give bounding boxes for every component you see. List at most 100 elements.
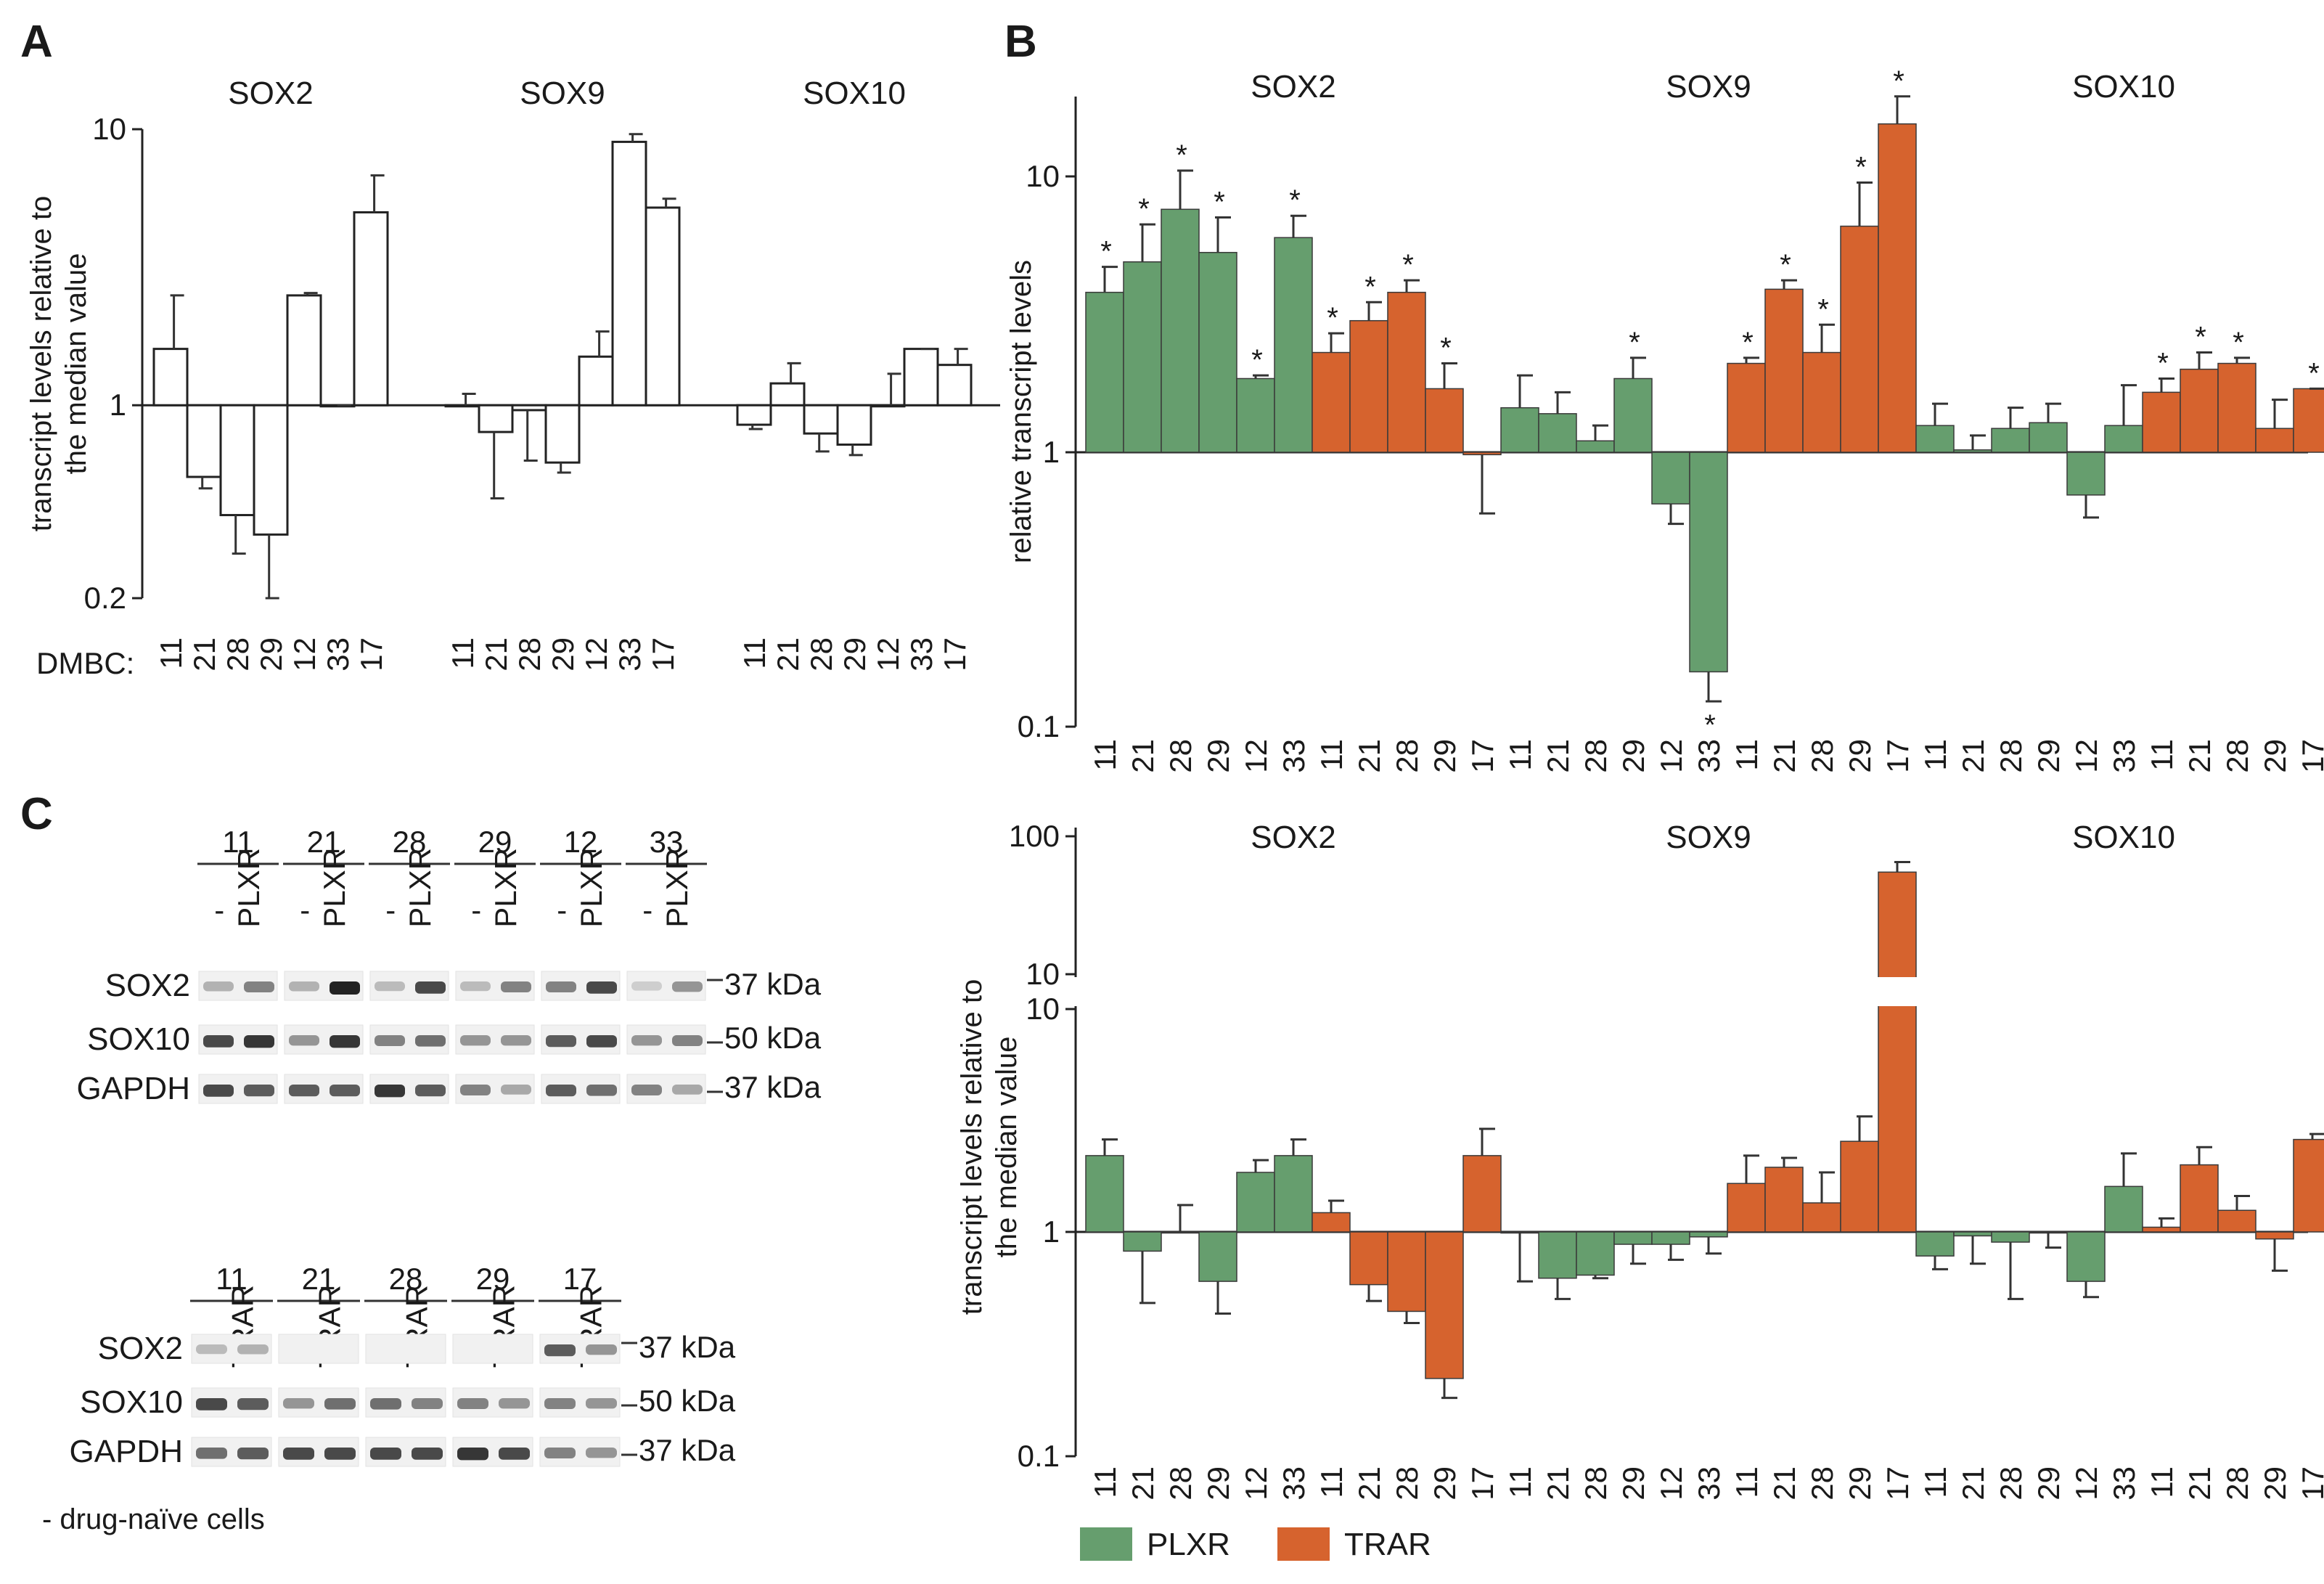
blot-lane-treated: PLXR: [488, 848, 523, 928]
x-tick-label: 11: [1088, 739, 1122, 771]
bar: [1802, 351, 1841, 453]
bar: [353, 211, 389, 407]
bar: [1349, 319, 1388, 453]
bar: [2029, 422, 2068, 453]
bar: [2142, 1226, 2181, 1233]
bar: [1802, 1202, 1841, 1233]
x-tick-label: 29: [1428, 1466, 1462, 1501]
legend-label: TRAR: [1344, 1527, 1431, 1562]
blot-cell-line: 21: [307, 825, 341, 859]
blot-band: [375, 1035, 405, 1046]
blot-band: [324, 1398, 356, 1410]
y-axis-title-line1: transcript levels relative to: [956, 979, 988, 1315]
gene-title: SOX10: [803, 75, 906, 111]
significance-star: *: [1327, 302, 1338, 334]
y-tick-label: 10: [92, 112, 126, 146]
bar: [478, 404, 514, 433]
x-tick-label: 29: [1201, 739, 1235, 773]
bar: [152, 348, 189, 407]
blot-band: [501, 1035, 531, 1046]
blot-band: [460, 981, 491, 992]
x-tick-label: 29: [1843, 1466, 1877, 1501]
bar: [1991, 428, 2030, 453]
x-tick-label: 21: [187, 637, 221, 671]
blot-lane-treated: PLXR: [232, 848, 266, 928]
blot-band: [289, 1035, 319, 1046]
blot-band: [203, 981, 234, 992]
blot-lane-treated: PLXR: [574, 848, 608, 928]
blot-band: [460, 1085, 491, 1095]
axis-break-gap: [1058, 977, 2292, 1006]
bar: [2104, 1185, 2143, 1233]
bar: [2142, 391, 2181, 453]
y-tick-label: 1: [1043, 435, 1060, 469]
blot-cell-line: 17: [563, 1262, 597, 1296]
x-axis-prefix: DMBC:: [36, 646, 134, 680]
bar: [2180, 368, 2219, 453]
blot-protein-label: SOX2: [98, 1331, 183, 1366]
bar: [1312, 351, 1351, 453]
blot-band: [501, 1085, 531, 1095]
blot-band: [546, 981, 576, 992]
bar: [2180, 1164, 2219, 1233]
y-tick-label: 10: [1026, 159, 1060, 193]
bar: [544, 404, 581, 464]
x-tick-label: 28: [1994, 1466, 2028, 1501]
blot-cell-line: 11: [216, 1262, 247, 1296]
y-axis-title-line1: relative transcript levels: [1005, 260, 1037, 563]
blot-cell-line: 21: [302, 1262, 336, 1296]
blot-band: [203, 1085, 234, 1097]
x-tick-label: 28: [512, 637, 547, 671]
x-tick-label: 12: [1654, 739, 1688, 773]
blot-marker-label: 50 kDa: [724, 1021, 822, 1055]
x-tick-label: 17: [1881, 1466, 1915, 1501]
blot-cell-line: 29: [478, 825, 512, 859]
bar: [1651, 1231, 1690, 1245]
bar: [2255, 428, 2294, 453]
bar: [2066, 452, 2106, 496]
blot-band: [375, 1085, 405, 1098]
significance-star: *: [1214, 187, 1225, 219]
x-tick-label: 11: [446, 637, 480, 669]
x-tick-label: 33: [904, 637, 938, 671]
x-tick-label: 29: [2258, 1466, 2292, 1501]
blot-protein-label: GAPDH: [70, 1434, 183, 1469]
blot-band: [586, 1398, 617, 1409]
x-tick-label: 21: [1767, 1466, 1801, 1501]
gene-title: SOX10: [2072, 820, 2175, 855]
bar: [1274, 1155, 1313, 1233]
blot-marker-label: 50 kDa: [639, 1384, 736, 1418]
x-tick-label: 11: [1730, 1466, 1764, 1498]
bar: [1727, 362, 1766, 453]
bar: [803, 404, 839, 435]
x-tick-label: 29: [838, 637, 872, 671]
gene-title: SOX2: [1251, 69, 1335, 105]
significance-star: *: [1742, 327, 1754, 359]
blot-cell-line: 11: [222, 825, 254, 859]
x-tick-label: 12: [871, 637, 905, 671]
blot-band: [237, 1398, 269, 1411]
x-tick-label: 33: [1277, 1466, 1311, 1501]
x-tick-label: 33: [2107, 739, 2141, 773]
significance-star: *: [1251, 344, 1263, 376]
significance-star: *: [1704, 709, 1716, 741]
legend-swatch: [1080, 1527, 1132, 1561]
bar: [1953, 1231, 1992, 1237]
bar: [1651, 452, 1690, 505]
y-tick-label: 0.1: [1018, 1439, 1060, 1473]
y-axis-title-line1: transcript levels relative to: [25, 196, 57, 531]
y-tick-label: 10: [1026, 957, 1060, 991]
bar: [1538, 413, 1577, 453]
blot-band: [415, 981, 446, 994]
x-tick-label: 28: [804, 637, 838, 671]
x-tick-label: 33: [1277, 739, 1311, 773]
x-tick-label: 29: [1428, 739, 1462, 773]
x-tick-label: 17: [2296, 739, 2324, 773]
bar: [1689, 452, 1728, 673]
bar: [1198, 1231, 1237, 1282]
x-tick-label: 11: [2145, 739, 2179, 771]
bar: [1764, 1167, 1804, 1233]
x-tick-label: 33: [1692, 739, 1726, 773]
x-tick-label: 29: [2258, 739, 2292, 773]
